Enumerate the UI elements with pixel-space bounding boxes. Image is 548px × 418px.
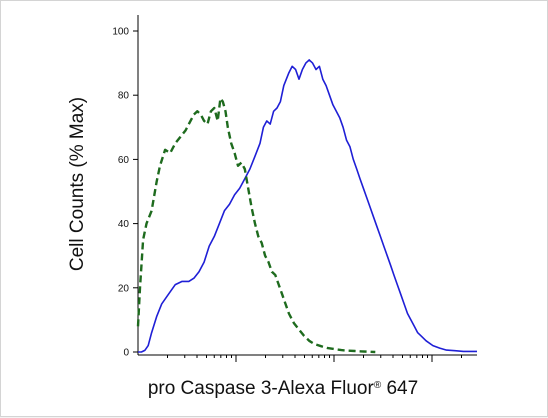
axes: [137, 15, 477, 356]
y-axis-title: Cell Counts (% Max): [67, 97, 88, 271]
y-tick-label: 0: [123, 348, 129, 359]
x-axis-title-suffix: 647: [381, 378, 418, 399]
y-tick-label: 40: [118, 219, 130, 230]
y-tick-label: 100: [112, 27, 129, 38]
x-axis-title: pro Caspase 3-Alexa Fluor® 647: [148, 378, 418, 399]
y-tick-label: 80: [118, 91, 130, 102]
x-axis-title-main: pro Caspase 3-Alexa Fluor: [148, 378, 375, 399]
y-tick-label: 20: [118, 283, 130, 294]
x-ticks: [167, 355, 463, 362]
x-axis-title-superscript: ®: [374, 380, 382, 391]
y-tick-label: 60: [118, 155, 130, 166]
series-layer: [136, 59, 477, 354]
series-line-1: [138, 59, 477, 353]
y-ticks: 0 20 40 60 80 100: [112, 27, 138, 359]
series-line-2: [136, 97, 376, 354]
